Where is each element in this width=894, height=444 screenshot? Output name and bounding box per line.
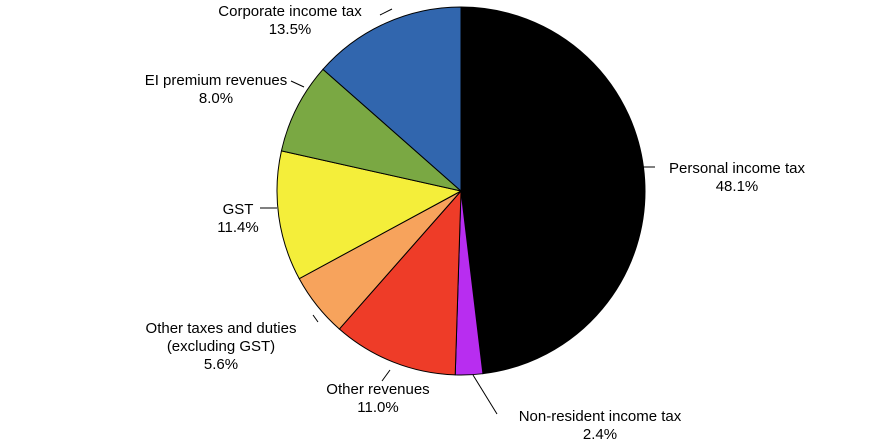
slice-label-ei-premium-revenues: EI premium revenues 8.0% [145, 72, 288, 107]
slice-label-text: Personal income tax [669, 160, 805, 177]
slice-label-text: GST [223, 201, 254, 218]
slice-label-personal-income-tax: Personal income tax 48.1% [669, 160, 805, 195]
slice-label-text: (excluding GST) [167, 338, 275, 355]
slice-value-label: 5.6% [204, 356, 238, 373]
slice-label-text: Corporate income tax [218, 3, 362, 20]
slice-label-corporate-income-tax: Corporate income tax 13.5% [218, 3, 362, 38]
pie-slices [276, 6, 646, 376]
slice-label-gst: GST 11.4% [217, 201, 258, 236]
slice-label-other-revenues: Other revenues 11.0% [326, 381, 429, 416]
slice-value-label: 11.4% [217, 219, 258, 236]
pie-slice-ei-premium-revenues [280, 68, 462, 192]
leader-line-non-resident-income-tax [472, 374, 498, 415]
slice-value-label: 2.4% [583, 426, 617, 443]
slice-value-label: 48.1% [716, 178, 759, 195]
slice-label-text: Other revenues [326, 381, 429, 398]
slice-label-other-taxes-and-duties-excluding-gst: Other taxes and duties (excluding GST) 5.6… [146, 320, 297, 373]
slice-label-text: Other taxes and duties [146, 320, 297, 337]
pie-slice-gst [276, 150, 463, 280]
leader-line-corporate-income-tax [379, 8, 393, 16]
leader-line-other-revenues [381, 369, 391, 382]
slice-value-label: 11.0% [357, 399, 398, 416]
leader-line-ei-premium-revenues [290, 80, 305, 88]
slice-label-non-resident-income-tax: Non-resident income tax 2.4% [519, 408, 682, 443]
slice-label-text: EI premium revenues [145, 72, 288, 89]
slice-labels: Personal income tax 48.1% Non-resident inc… [145, 3, 806, 443]
pie-slice-corporate-income-tax [322, 6, 462, 193]
leader-line-other-taxes-and-duties-excluding-gst [312, 314, 319, 323]
slice-value-label: 8.0% [199, 90, 233, 107]
slice-value-label: 13.5% [269, 21, 312, 38]
pie-slice-other-revenues [338, 189, 462, 376]
slice-label-text: Non-resident income tax [519, 408, 682, 425]
leader-lines [260, 8, 655, 415]
pie-slice-personal-income-tax [460, 6, 646, 375]
